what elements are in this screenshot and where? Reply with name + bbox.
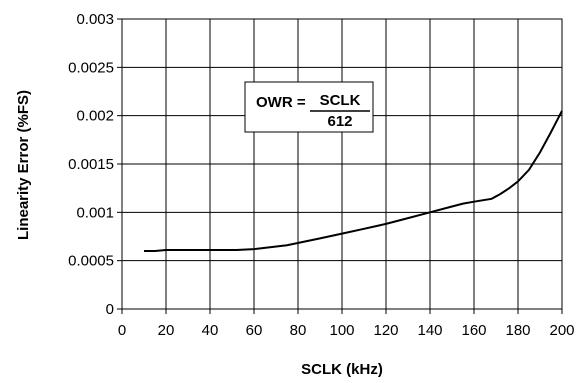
- x-tick-label: 200: [549, 322, 574, 339]
- formula-numerator: SCLK: [320, 92, 361, 109]
- y-tick-label: 0.001: [76, 204, 114, 221]
- y-tick-label: 0: [106, 301, 114, 318]
- x-tick-label: 80: [290, 322, 307, 339]
- y-tick-label: 0.0005: [68, 253, 114, 270]
- y-tick-label: 0.0015: [68, 156, 114, 173]
- x-tick-label: 40: [202, 322, 219, 339]
- x-tick-label: 120: [373, 322, 398, 339]
- gridlines: [121, 18, 563, 310]
- y-axis-ticks: 0 0.0005 0.001 0.0015 0.002 0.0025 0.003: [68, 11, 122, 318]
- y-tick-label: 0.002: [76, 108, 114, 125]
- x-tick-label: 60: [246, 322, 263, 339]
- formula-box: [244, 81, 374, 133]
- y-tick-label: 0.003: [76, 11, 114, 28]
- x-axis-ticks: 0 20 40 60 80 100 120 140 160 180 200: [118, 309, 575, 339]
- x-tick-label: 160: [461, 322, 486, 339]
- y-axis-title: Linearity Error (%FS): [15, 90, 32, 240]
- y-tick-label: 0.0025: [68, 59, 114, 76]
- formula-denominator: 612: [327, 113, 352, 130]
- x-tick-label: 0: [118, 322, 126, 339]
- formula-annotation: OWR = SCLK 612: [244, 81, 374, 133]
- x-tick-label: 20: [158, 322, 175, 339]
- series-line: [144, 110, 563, 252]
- formula-lhs: OWR =: [256, 94, 306, 111]
- x-tick-label: 180: [505, 322, 530, 339]
- x-tick-label: 140: [417, 322, 442, 339]
- x-axis-title: SCLK (kHz): [301, 361, 383, 378]
- x-tick-label: 100: [329, 322, 354, 339]
